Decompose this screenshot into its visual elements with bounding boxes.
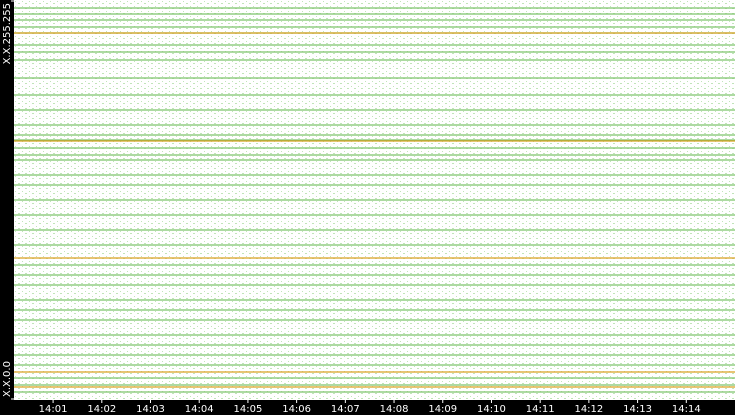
y-tick-label: X.X.255.255	[2, 3, 13, 64]
x-tick-label: 14:11	[526, 404, 555, 415]
x-tick-label: 14:01	[39, 404, 68, 415]
x-tick-label: 14:14	[672, 404, 701, 415]
x-tick-label: 14:05	[234, 404, 263, 415]
x-axis-bar	[0, 400, 735, 415]
y-axis-bar	[0, 0, 14, 415]
x-tick-label: 14:09	[428, 404, 457, 415]
x-tick-label: 14:07	[331, 404, 360, 415]
x-tick-label: 14:03	[136, 404, 165, 415]
x-tick-label: 14:06	[282, 404, 311, 415]
x-tick-label: 14:04	[185, 404, 214, 415]
x-tick-label: 14:12	[574, 404, 603, 415]
x-tick-label: 14:13	[623, 404, 652, 415]
x-tick-label: 14:02	[87, 404, 116, 415]
y-tick-label: X.X.0.0	[2, 361, 13, 397]
x-tick-label: 14:10	[477, 404, 506, 415]
x-tick-label: 14:08	[380, 404, 409, 415]
